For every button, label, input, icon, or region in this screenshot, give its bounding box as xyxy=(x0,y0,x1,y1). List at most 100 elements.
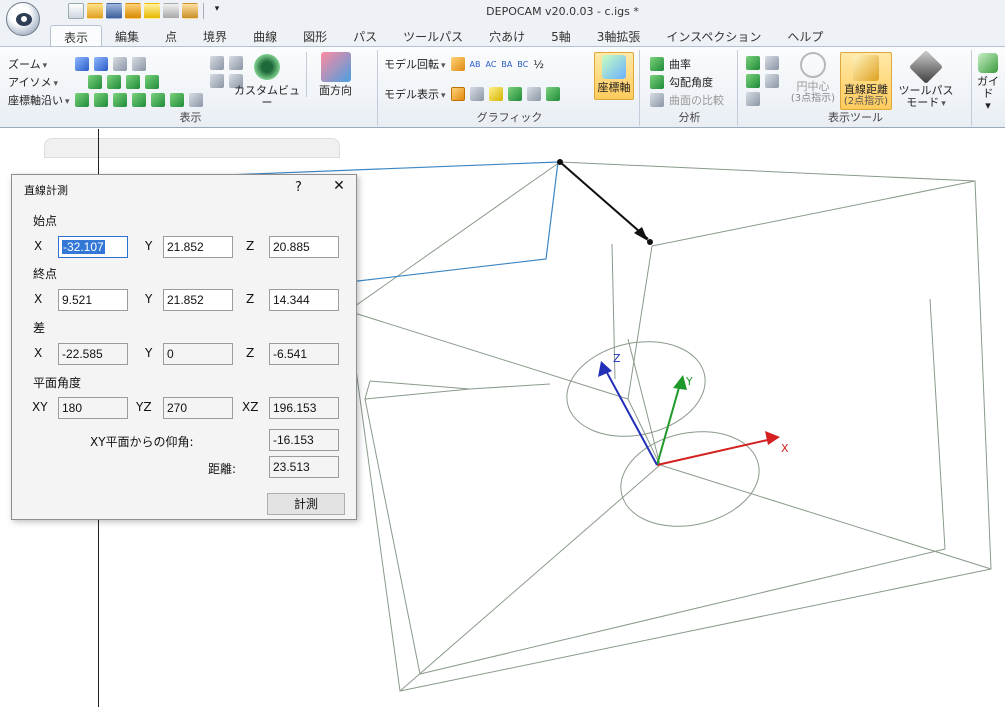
customize-toolbar-icon[interactable]: ▾ xyxy=(214,4,220,14)
iso-view-2-icon[interactable] xyxy=(106,75,121,89)
difference-label: 差 xyxy=(33,321,46,335)
face-direction-button[interactable]: 面方向 xyxy=(306,52,364,97)
angle-yz-label: YZ xyxy=(136,400,152,414)
view-left-icon[interactable] xyxy=(150,93,165,107)
tool-5-icon[interactable] xyxy=(746,92,760,106)
start-z-field[interactable]: 20.885 xyxy=(269,236,339,258)
warning-icon[interactable] xyxy=(144,3,160,19)
iso-view-4-icon[interactable] xyxy=(144,75,159,89)
menu-bar: 表示 編集 点 境界 曲線 図形 パス ツールパス 穴あけ 5軸 3軸拡張 イン… xyxy=(0,24,1005,46)
edge-1 xyxy=(627,245,653,400)
tab-5axis[interactable]: 5軸 xyxy=(551,30,571,44)
diff-z-label: Z xyxy=(246,346,255,360)
tool-2-icon[interactable] xyxy=(765,56,779,70)
ellipse-bottom xyxy=(620,431,760,527)
iso-view-1-icon[interactable] xyxy=(87,75,102,89)
rotate-ac-icon[interactable]: AC xyxy=(485,59,497,69)
calculator-icon[interactable] xyxy=(182,3,198,19)
print-icon[interactable] xyxy=(163,3,179,19)
rotate-bc-icon[interactable]: BC xyxy=(517,59,529,69)
analysis-group: 曲率 勾配角度 曲面の比較 分析 xyxy=(642,50,738,126)
tab-toolpath[interactable]: ツールパス xyxy=(403,30,464,44)
rotate-ab-icon[interactable]: AB xyxy=(469,59,481,69)
expand-view-icon[interactable] xyxy=(229,74,243,88)
tab-point[interactable]: 点 xyxy=(165,30,178,44)
view-right-icon[interactable] xyxy=(169,93,184,107)
view-bottom-icon[interactable] xyxy=(93,93,108,107)
zoom-in-icon[interactable] xyxy=(75,57,90,71)
display-shaded-icon[interactable] xyxy=(450,87,465,101)
tab-inspection[interactable]: インスペクション xyxy=(666,30,762,44)
end-y-field[interactable]: 21.852 xyxy=(163,289,233,311)
view-next-icon[interactable] xyxy=(229,56,243,70)
measure-button[interactable]: 計測 xyxy=(267,493,345,515)
measure-line xyxy=(559,161,649,240)
line-distance-button[interactable]: 直線距離 (2点指示) xyxy=(840,52,892,110)
tab-edit[interactable]: 編集 xyxy=(115,30,140,44)
zoom-out-icon[interactable] xyxy=(94,57,109,71)
tab-boundary[interactable]: 境界 xyxy=(203,30,228,44)
view-group: ズーム アイソメ 座標軸沿い xyxy=(4,50,378,126)
ellipse-top xyxy=(566,341,706,437)
end-point-label: 終点 xyxy=(33,267,58,281)
app-menu-button[interactable] xyxy=(6,2,40,36)
tool-3-icon[interactable] xyxy=(746,74,760,88)
open-folder-icon[interactable] xyxy=(87,3,103,19)
start-y-label: Y xyxy=(145,239,153,253)
end-z-field[interactable]: 14.344 xyxy=(269,289,339,311)
iso-view-3-icon[interactable] xyxy=(125,75,140,89)
start-point xyxy=(557,159,563,165)
display-mixed-icon[interactable] xyxy=(488,87,503,101)
coordinate-axis-button[interactable]: 座標軸 xyxy=(594,52,634,100)
end-x-field[interactable]: 9.521 xyxy=(58,289,128,311)
tool-4-icon[interactable] xyxy=(765,74,779,88)
zoom-window-icon[interactable] xyxy=(113,57,128,71)
view-top-icon[interactable] xyxy=(74,93,89,107)
close-button[interactable]: ✕ xyxy=(333,178,345,194)
tab-shape[interactable]: 図形 xyxy=(303,30,328,44)
model-display-menu[interactable]: モデル表示 xyxy=(384,86,446,102)
display-wire-icon[interactable] xyxy=(469,87,484,101)
measure-arrow-head xyxy=(634,227,648,241)
start-x-field[interactable]: -32.107 xyxy=(58,236,128,258)
view-back-icon[interactable] xyxy=(131,93,146,107)
zoom-menu[interactable]: ズーム xyxy=(8,56,47,72)
rotate-ba-icon[interactable]: BA xyxy=(501,59,513,69)
display-hidden-icon[interactable] xyxy=(526,87,541,101)
model-rotate-menu[interactable]: モデル回転 xyxy=(384,56,446,72)
curvature-button[interactable]: 曲率 xyxy=(669,58,691,71)
tab-path[interactable]: パス xyxy=(353,30,378,44)
along-axis-menu[interactable]: 座標軸沿い xyxy=(8,92,70,108)
end-y-label: Y xyxy=(145,292,153,306)
new-file-icon[interactable] xyxy=(68,3,84,19)
rotate-model-icon[interactable] xyxy=(450,57,465,71)
view-axis-icon[interactable] xyxy=(188,93,203,107)
surface-compare-button[interactable]: 曲面の比較 xyxy=(669,94,724,107)
tab-help[interactable]: ヘルプ xyxy=(787,30,824,44)
help-button[interactable]: ? xyxy=(295,180,302,195)
toolpath-mode-button[interactable]: ツールパス モード xyxy=(896,50,956,110)
view-front-icon[interactable] xyxy=(112,93,127,107)
zoom-fit-icon[interactable] xyxy=(132,57,147,71)
info-icon[interactable] xyxy=(125,3,141,19)
guide-button[interactable]: ガイド ▾ xyxy=(974,53,1002,112)
tab-curve[interactable]: 曲線 xyxy=(253,30,278,44)
view-prev-icon[interactable] xyxy=(210,56,224,70)
tool-1-icon[interactable] xyxy=(746,56,760,70)
y-axis-line xyxy=(656,383,681,466)
display-solid-icon[interactable] xyxy=(545,87,560,101)
tab-view[interactable]: 表示 xyxy=(50,25,103,46)
start-y-field[interactable]: 21.852 xyxy=(163,236,233,258)
z-axis-label: Z xyxy=(613,352,621,365)
tab-3axis-ext[interactable]: 3軸拡張 xyxy=(596,30,641,44)
inner-frame xyxy=(364,298,946,675)
flip-view-icon[interactable] xyxy=(210,74,224,88)
tab-drilling[interactable]: 穴あけ xyxy=(489,30,526,44)
circle-center-button[interactable]: 円中心 (3点指示) xyxy=(788,52,838,105)
rotate-half-icon[interactable]: ½ xyxy=(533,57,544,71)
isometric-menu[interactable]: アイソメ xyxy=(8,74,58,90)
custom-view-button[interactable]: カスタムビュー xyxy=(232,52,302,109)
display-green-icon[interactable] xyxy=(507,87,522,101)
draft-angle-button[interactable]: 勾配角度 xyxy=(669,76,713,89)
save-icon[interactable] xyxy=(106,3,122,19)
